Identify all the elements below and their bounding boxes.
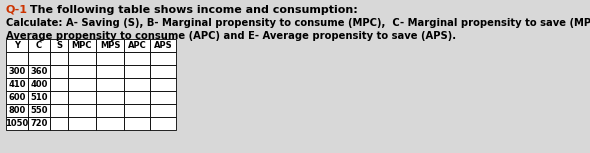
Bar [6, 52, 28, 65]
Bar [68, 117, 96, 130]
Bar [150, 39, 176, 52]
Bar [150, 104, 176, 117]
Bar [124, 117, 150, 130]
Bar [150, 65, 176, 78]
Text: S: S [56, 41, 62, 50]
Bar [68, 65, 96, 78]
Text: MPS: MPS [100, 41, 120, 50]
Text: 1050: 1050 [5, 119, 29, 128]
Bar [6, 78, 28, 91]
Bar [96, 65, 124, 78]
Text: 300: 300 [8, 67, 25, 76]
Bar [68, 52, 96, 65]
Bar [6, 104, 28, 117]
Bar [124, 52, 150, 65]
Bar [50, 52, 68, 65]
Text: 400: 400 [30, 80, 48, 89]
Bar [150, 52, 176, 65]
Bar [68, 39, 96, 52]
Text: Y: Y [14, 41, 20, 50]
Text: 550: 550 [30, 106, 48, 115]
Text: 600: 600 [8, 93, 26, 102]
Bar [50, 65, 68, 78]
Text: The following table shows income and consumption:: The following table shows income and con… [26, 5, 358, 15]
Bar [50, 39, 68, 52]
Bar [124, 65, 150, 78]
Bar [50, 91, 68, 104]
Bar [28, 104, 50, 117]
Bar [124, 78, 150, 91]
Bar [28, 65, 50, 78]
Bar [124, 39, 150, 52]
Bar [96, 117, 124, 130]
Bar [6, 65, 28, 78]
Text: C: C [36, 41, 42, 50]
Bar [50, 78, 68, 91]
Text: 720: 720 [30, 119, 48, 128]
Bar [28, 52, 50, 65]
Text: MPC: MPC [72, 41, 92, 50]
Text: 410: 410 [8, 80, 26, 89]
Bar [96, 91, 124, 104]
Bar [28, 39, 50, 52]
Bar [6, 39, 28, 52]
Bar [68, 104, 96, 117]
Text: Calculate: A- Saving (S), B- Marginal propensity to consume (MPC),  C- Marginal : Calculate: A- Saving (S), B- Marginal pr… [6, 18, 590, 28]
Text: 510: 510 [30, 93, 48, 102]
Bar [150, 78, 176, 91]
Bar [96, 39, 124, 52]
Bar [68, 78, 96, 91]
Bar [50, 117, 68, 130]
Bar [28, 91, 50, 104]
Bar [50, 104, 68, 117]
Bar [28, 117, 50, 130]
Text: Q-1: Q-1 [6, 5, 28, 15]
Text: Average propensity to consume (APC) and E- Average propensity to save (APS).: Average propensity to consume (APC) and … [6, 31, 456, 41]
Bar [150, 91, 176, 104]
Bar [124, 91, 150, 104]
Bar [96, 52, 124, 65]
Bar [68, 91, 96, 104]
Bar [28, 78, 50, 91]
Bar [96, 104, 124, 117]
Text: APS: APS [153, 41, 172, 50]
Text: 360: 360 [30, 67, 48, 76]
Bar [96, 78, 124, 91]
Text: 800: 800 [8, 106, 25, 115]
Bar [124, 104, 150, 117]
Bar [6, 117, 28, 130]
Text: APC: APC [127, 41, 146, 50]
Bar [6, 91, 28, 104]
Bar [150, 117, 176, 130]
